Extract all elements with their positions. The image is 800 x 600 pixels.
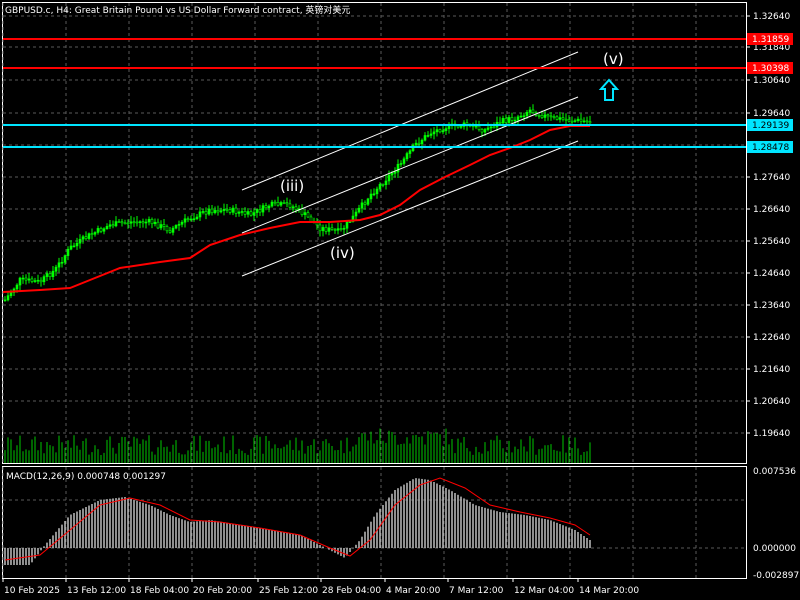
price-tag-cyan-lower: 1.28478 [747, 141, 793, 153]
price-tick-label: 1.19640 [753, 429, 790, 439]
price-tick-label: 1.31840 [753, 43, 790, 53]
price-tick-label: 1.20640 [753, 397, 790, 407]
time-tick-label: 20 Feb 20:00 [193, 586, 252, 596]
time-tick-label: 7 Mar 12:00 [449, 586, 504, 596]
wave-label-iv: (iv) [330, 244, 355, 262]
chart-title: GBPUSD.c, H4: Great Britain Pound vs US … [5, 4, 350, 16]
price-axis: 1.326401.318401.306401.296401.286401.276… [746, 12, 790, 439]
macd-tick-label: 0.007536 [753, 467, 796, 477]
macd-tick-label: -0.002897 [753, 571, 799, 581]
time-tick-label: 4 Mar 20:00 [386, 586, 441, 596]
price-tick-label: 1.25640 [753, 237, 790, 247]
time-tick-label: 18 Feb 04:00 [130, 586, 189, 596]
price-tag-red-lower-text: 1.30398 [752, 64, 789, 74]
price-tick-label: 1.32640 [753, 12, 790, 22]
price-tag-cyan-lower-text: 1.28478 [752, 143, 789, 153]
price-tick-label: 1.26640 [753, 205, 790, 215]
time-tick-label: 28 Feb 04:00 [322, 586, 381, 596]
time-tick-label: 10 Feb 2025 [4, 586, 60, 596]
price-tick-label: 1.23640 [753, 301, 790, 311]
price-tag-red-upper: 1.31859 [747, 33, 793, 45]
price-tag-red-upper-text: 1.31859 [752, 35, 789, 45]
price-tick-label: 1.29640 [753, 109, 790, 119]
candlesticks [3, 104, 592, 302]
macd-axis: 0.007536 0.000000 -0.002897 [753, 467, 799, 581]
time-tick-label: 13 Feb 12:00 [67, 586, 126, 596]
time-tick-label: 25 Feb 12:00 [259, 586, 318, 596]
time-axis: 10 Feb 2025 13 Feb 12:00 18 Feb 04:00 20 Fe… [2, 578, 639, 596]
macd-signal-line [4, 477, 591, 561]
price-tag-red-lower: 1.30398 [747, 62, 793, 74]
wave-label-iii: (iii) [280, 177, 304, 195]
channel-bottom-line [241, 140, 579, 277]
price-tick-label: 1.27640 [753, 173, 790, 183]
price-tick-label: 1.22640 [753, 333, 790, 343]
up-arrow-icon [598, 78, 620, 101]
price-tag-cyan-upper-text: 1.29139 [752, 121, 789, 131]
volume-bars [4, 428, 591, 463]
main-pane-frame [2, 2, 747, 464]
price-tag-cyan-upper: 1.29139 [747, 119, 793, 131]
price-channel [241, 51, 579, 277]
macd-tick-label: 0.000000 [753, 544, 796, 554]
channel-top-line [241, 51, 579, 191]
time-tick-label: 12 Mar 04:00 [514, 586, 574, 596]
price-tick-label: 1.24640 [753, 269, 790, 279]
price-tick-label: 1.21640 [753, 365, 790, 375]
macd-label: MACD(12,26,9) 0.000748 0.001297 [6, 472, 166, 482]
macd-histogram [4, 478, 591, 565]
channel-middle-line [241, 96, 579, 234]
time-tick-label: 14 Mar 20:00 [579, 586, 639, 596]
wave-label-v: (v) [603, 50, 624, 68]
grid-lines [2, 3, 746, 578]
price-tick-label: 1.30640 [753, 76, 790, 86]
